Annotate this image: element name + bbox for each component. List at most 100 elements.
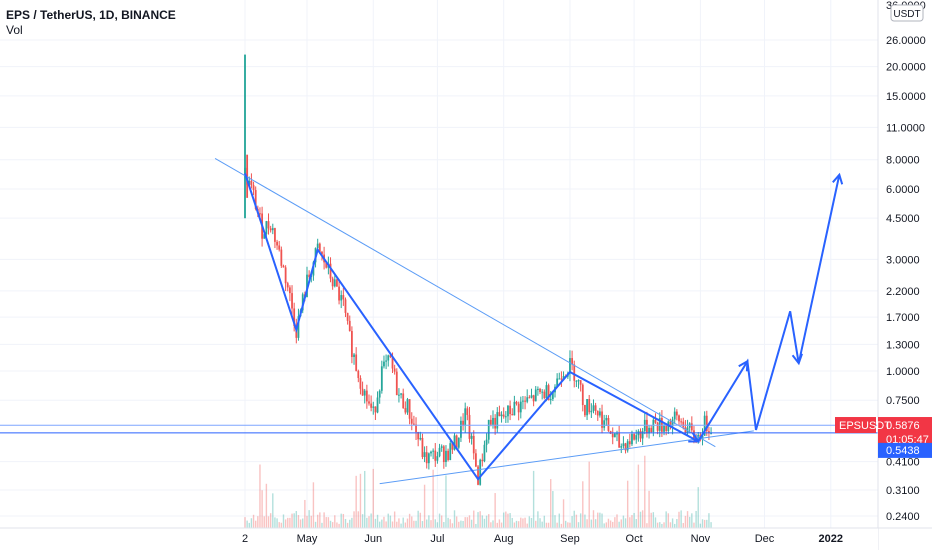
volume-bar bbox=[316, 514, 319, 528]
candle bbox=[528, 395, 531, 399]
volume-bar bbox=[252, 514, 255, 528]
volume-bar bbox=[669, 522, 672, 528]
candle bbox=[374, 406, 377, 421]
currency-badge-label: USDT bbox=[893, 9, 920, 20]
currency-badge bbox=[890, 4, 924, 22]
candle-body bbox=[363, 390, 366, 396]
candle bbox=[348, 315, 351, 332]
volume-bar bbox=[464, 517, 466, 528]
candle-body bbox=[415, 424, 417, 433]
time-tick-label: 2 bbox=[242, 533, 248, 545]
candle bbox=[650, 425, 653, 434]
candle-body bbox=[504, 416, 507, 418]
volume-bar bbox=[411, 516, 413, 528]
volume-bar bbox=[385, 521, 387, 528]
volume-bar bbox=[462, 520, 464, 528]
volume-bar bbox=[526, 523, 528, 528]
volume-bar bbox=[695, 510, 697, 528]
candle bbox=[511, 408, 514, 416]
candle bbox=[378, 389, 381, 404]
price-tick-label: 8.0000 bbox=[886, 155, 920, 167]
candle-body bbox=[519, 401, 522, 413]
candle-body bbox=[447, 450, 450, 461]
candle-body bbox=[543, 391, 546, 399]
candle bbox=[338, 279, 340, 305]
candle bbox=[376, 391, 379, 414]
candle-body bbox=[288, 287, 291, 294]
candle-body bbox=[359, 378, 362, 389]
price-tick-label: 0.3100 bbox=[886, 485, 920, 497]
candle bbox=[427, 452, 430, 470]
candle-body bbox=[579, 380, 582, 385]
candle bbox=[400, 392, 402, 399]
candle-body bbox=[267, 221, 270, 229]
candle-body bbox=[361, 388, 364, 396]
candle-body bbox=[269, 228, 272, 231]
volume-bar bbox=[603, 523, 605, 528]
candle-body bbox=[522, 400, 524, 402]
volume-bar bbox=[485, 515, 488, 528]
volume-bar bbox=[573, 510, 575, 528]
candle-body bbox=[517, 403, 520, 413]
candle bbox=[541, 389, 544, 400]
candle-body bbox=[673, 411, 676, 420]
volume-bar bbox=[295, 511, 298, 528]
candle bbox=[293, 302, 296, 332]
volume-bar bbox=[582, 481, 584, 528]
candle-body bbox=[378, 390, 381, 398]
candle bbox=[530, 388, 533, 399]
candle bbox=[496, 407, 499, 433]
candle-body bbox=[528, 397, 531, 399]
candle-body bbox=[297, 316, 300, 338]
volume-bar bbox=[310, 515, 312, 528]
candle bbox=[560, 371, 563, 387]
volume-bar bbox=[267, 516, 270, 528]
symbol-title[interactable]: EPS / TetherUS, 1D, BINANCE bbox=[6, 8, 176, 22]
candle-body bbox=[496, 412, 499, 429]
volume-bar bbox=[372, 468, 374, 528]
candle-body bbox=[530, 395, 533, 398]
candle-body bbox=[605, 417, 608, 421]
candle-body bbox=[515, 401, 518, 404]
volume-bar bbox=[620, 519, 622, 528]
volume-bar bbox=[699, 523, 702, 528]
candle bbox=[316, 238, 319, 249]
volume-bar bbox=[597, 512, 599, 528]
volume-bar bbox=[494, 493, 496, 528]
candle bbox=[675, 409, 678, 421]
volume-bar bbox=[479, 511, 481, 528]
candle-body bbox=[250, 180, 253, 186]
volume-bar bbox=[391, 521, 394, 528]
price-tick-label: 0.7500 bbox=[886, 395, 920, 407]
volume-bar bbox=[686, 511, 689, 528]
candle-body bbox=[440, 446, 443, 448]
candle-body bbox=[274, 228, 276, 242]
volume-bar bbox=[665, 511, 667, 528]
volume-bar bbox=[361, 514, 364, 528]
candle bbox=[412, 415, 415, 426]
candle-body bbox=[445, 450, 447, 463]
volume-bar bbox=[449, 519, 451, 528]
candle-body bbox=[492, 417, 494, 425]
volume-bar bbox=[586, 519, 588, 528]
volume-bar bbox=[428, 515, 430, 528]
candle-body bbox=[395, 371, 398, 396]
volume-bar bbox=[346, 522, 349, 528]
volume-bar bbox=[312, 482, 315, 528]
volume-bar bbox=[438, 513, 441, 528]
time-scale: 2 May Jun Jul Aug Sep Oct Nov Dec 2022 bbox=[0, 527, 932, 550]
candle-body bbox=[453, 435, 456, 450]
volume-bar bbox=[635, 519, 637, 528]
volume-legend-label[interactable]: Vol bbox=[6, 23, 23, 37]
candle-body bbox=[616, 433, 618, 435]
volume-bar bbox=[605, 522, 608, 528]
candle-body bbox=[502, 414, 505, 417]
time-tick-label: Jul bbox=[430, 533, 444, 545]
candle bbox=[633, 432, 636, 441]
volume-bar bbox=[530, 517, 533, 528]
volume-bar bbox=[381, 519, 383, 528]
price-scale: 36.0000USDT26.000020.000015.000011.00008… bbox=[877, 0, 932, 550]
volume-bar bbox=[314, 521, 317, 528]
volume-bar bbox=[440, 515, 443, 528]
